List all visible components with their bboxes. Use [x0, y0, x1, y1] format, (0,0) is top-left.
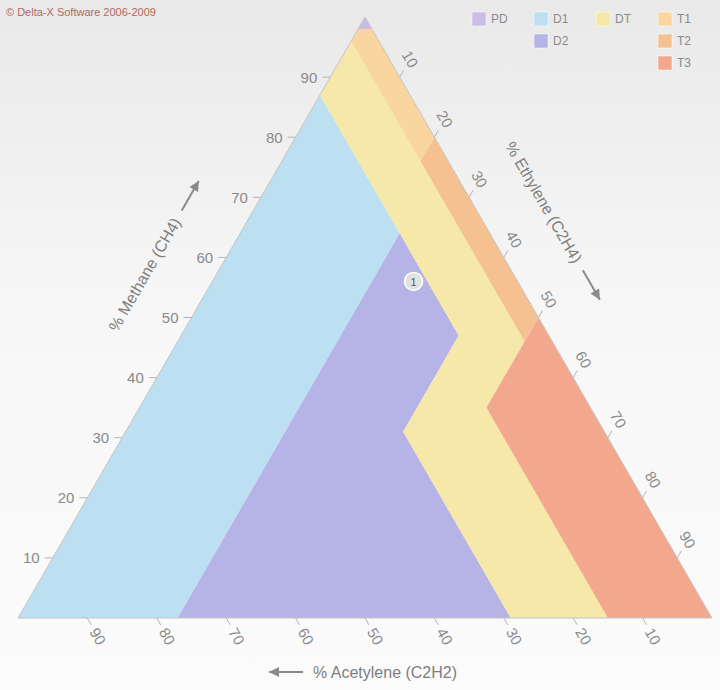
legend-swatch [596, 12, 610, 26]
axis-arrow [583, 270, 600, 299]
legend-swatch [658, 56, 672, 70]
tick [608, 431, 612, 438]
tick [45, 557, 53, 558]
tick [365, 618, 369, 625]
tick-label: 30 [92, 429, 109, 446]
legend: PD D1 D2 DT T1 T2 T3 [472, 12, 691, 70]
tick [149, 377, 157, 378]
tick [253, 197, 261, 198]
triangle-frame [18, 17, 712, 618]
axis-arrow [182, 181, 199, 210]
tick [504, 618, 508, 625]
tick-label: 80 [266, 129, 283, 146]
tick-label: 40 [127, 369, 144, 386]
tick [573, 618, 577, 625]
tick-label: 10 [399, 47, 422, 70]
tick [643, 618, 647, 625]
axis-title: % Ethylene (C2H4) [502, 139, 585, 266]
tick-label: 50 [537, 288, 560, 311]
tick [114, 437, 122, 438]
legend-swatch [658, 12, 672, 26]
point-label: 1 [411, 276, 417, 288]
tick [539, 311, 543, 318]
tick-label: 50 [162, 309, 179, 326]
tick [322, 77, 330, 78]
legend-label: T3 [677, 56, 691, 70]
tick-label: 20 [433, 108, 456, 131]
tick-label: 70 [607, 408, 630, 431]
zone-t3 [486, 318, 712, 619]
tick-label: 40 [503, 228, 526, 251]
tick [573, 371, 577, 378]
chart: © Delta-X Software 2006-2009 10 20 30 40 50 60… [0, 0, 720, 690]
tick [218, 257, 226, 258]
legend-swatch [472, 12, 486, 26]
tick [79, 497, 87, 498]
tick [226, 618, 230, 625]
tick [288, 137, 296, 138]
tick-label: 80 [156, 625, 179, 648]
tick [296, 618, 300, 625]
tick [157, 618, 161, 625]
data-point [405, 272, 423, 290]
tick-label: 50 [364, 625, 387, 648]
legend-label: D2 [553, 34, 569, 48]
tick [434, 130, 438, 137]
tick [469, 190, 473, 197]
legend-swatch [534, 12, 548, 26]
tick-label: 40 [433, 625, 456, 648]
tick-label: 60 [295, 625, 318, 648]
tick-label: 10 [642, 625, 665, 648]
tick-label: 80 [642, 468, 665, 491]
legend-swatch [658, 34, 672, 48]
tick-label: 20 [572, 625, 595, 648]
plot-area [18, 17, 712, 618]
copyright: © Delta-X Software 2006-2009 [6, 6, 156, 18]
tick [504, 250, 508, 257]
tick-label: 90 [86, 625, 109, 648]
tick [184, 317, 192, 318]
tick-label: 10 [23, 549, 40, 566]
zone-pd [358, 17, 372, 29]
tick-label: 90 [301, 69, 318, 86]
axis-title: % Acetylene (C2H2) [313, 664, 457, 681]
legend-label: T2 [677, 34, 691, 48]
tick [87, 618, 91, 625]
tick-label: 70 [231, 189, 248, 206]
tick [400, 70, 404, 77]
axis-arrow [269, 667, 303, 677]
tick-label: 90 [676, 528, 699, 551]
tick-label: 20 [58, 489, 75, 506]
legend-label: DT [615, 12, 632, 26]
tick [434, 618, 438, 625]
legend-swatch [534, 34, 548, 48]
legend-label: PD [491, 12, 508, 26]
tick-label: 60 [572, 348, 595, 371]
axis-title: % Methane (CH4) [105, 215, 184, 334]
tick-label: 30 [503, 625, 526, 648]
tick-label: 30 [468, 168, 491, 191]
tick [677, 551, 681, 558]
legend-label: T1 [677, 12, 691, 26]
zone-t1 [351, 29, 434, 161]
tick-label: 60 [197, 249, 214, 266]
tick-label: 70 [225, 625, 248, 648]
legend-label: D1 [553, 12, 569, 26]
tick [643, 491, 647, 498]
